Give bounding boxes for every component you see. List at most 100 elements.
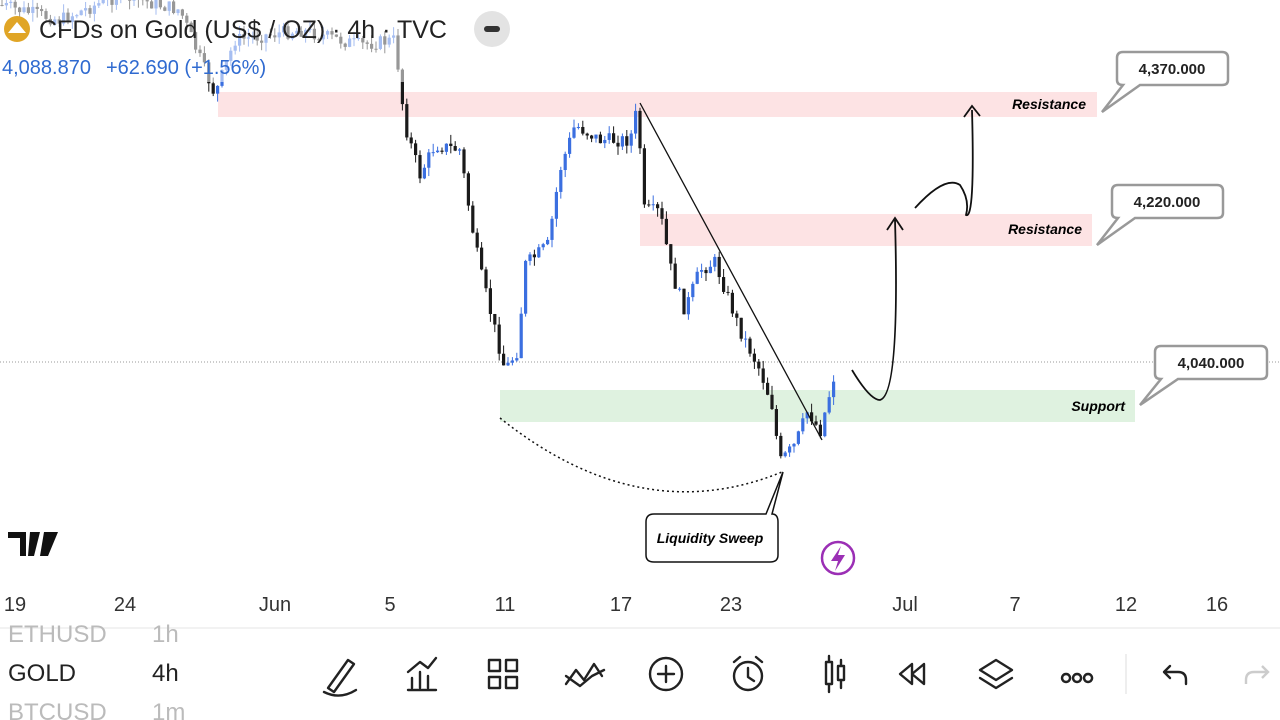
candle-body (708, 266, 712, 274)
candle-body (541, 244, 545, 248)
time-label: Jun (259, 594, 291, 616)
candle-body (400, 69, 404, 105)
watch-symbol[interactable]: GOLD (8, 660, 76, 687)
candle-body (537, 247, 541, 258)
symbol-title: CFDs on Gold (US$ / OZ) · 4h · TVC (39, 16, 447, 44)
candle-body (612, 133, 616, 143)
candle-body (673, 263, 677, 289)
candle-body (770, 394, 774, 410)
candle-body (559, 170, 563, 192)
candle-body (735, 313, 739, 318)
candle-body (524, 260, 528, 314)
candle-body (783, 452, 787, 457)
candle-body (616, 142, 620, 147)
candle-body (453, 146, 457, 151)
time-label: 7 (1009, 594, 1020, 616)
candle-body (757, 361, 761, 369)
undo-button[interactable] (1162, 664, 1188, 686)
time-label: 19 (4, 594, 26, 616)
candle-body (779, 435, 783, 457)
candle-body (620, 136, 624, 147)
candle-body (572, 127, 576, 138)
candle-body (568, 137, 572, 154)
layout-tool[interactable] (487, 658, 519, 690)
support-zone (500, 390, 1135, 422)
candle-body (792, 443, 796, 447)
indicators-tool[interactable] (406, 656, 438, 692)
zone-label: Resistance (1012, 96, 1086, 112)
collapse-icon (484, 26, 500, 32)
candle-body (810, 412, 814, 422)
watch-symbol[interactable]: ETHUSD (8, 621, 107, 648)
candle-body (590, 135, 594, 139)
candle-body (774, 409, 778, 436)
candle-body (726, 291, 730, 293)
candle-body (686, 297, 690, 315)
candle-body (488, 288, 492, 314)
candle-body (585, 133, 589, 136)
candle-body (493, 313, 497, 325)
candle-body (497, 324, 501, 354)
lightning-button[interactable] (820, 540, 856, 576)
candle-body (704, 270, 708, 274)
lightning-icon (831, 546, 845, 571)
projection-arrow (914, 104, 981, 216)
layers-tool[interactable] (978, 658, 1014, 690)
candle-body (436, 150, 440, 153)
callout-price: 4,370.000 (1139, 61, 1206, 78)
candle-body (581, 126, 585, 134)
replay-tool[interactable] (898, 662, 926, 686)
candle-body (682, 288, 686, 315)
redo-button[interactable] (1244, 665, 1270, 684)
candle-body (607, 133, 611, 140)
resistance-zone (218, 92, 1097, 117)
watch-symbol[interactable]: BTCUSD (8, 699, 107, 720)
candle-body (695, 271, 699, 284)
candle-body (796, 431, 800, 444)
candle-body (480, 247, 484, 270)
compare-tool[interactable] (564, 662, 606, 688)
candle-body (462, 149, 466, 174)
candle-body (418, 155, 422, 179)
candle-body (823, 412, 827, 437)
candle-body (722, 277, 726, 292)
watch-interval: 4h (152, 660, 179, 687)
sweep-curve (499, 417, 783, 493)
chart-area (0, 92, 1280, 422)
candle-body (713, 256, 717, 267)
candle-body (598, 134, 602, 144)
price-callout (1101, 50, 1230, 114)
zone-label: Support (1071, 398, 1126, 414)
candle-body (528, 254, 532, 261)
candle-body (625, 136, 629, 146)
zone-label: Resistance (1008, 221, 1082, 237)
candle-tool[interactable] (824, 654, 846, 694)
add-tool[interactable] (648, 656, 684, 692)
alert-tool[interactable] (732, 660, 764, 692)
time-label: 24 (114, 594, 136, 616)
callout-price: 4,220.000 (1134, 194, 1201, 211)
candle-body (546, 239, 550, 245)
candle-body (805, 412, 809, 419)
candle-body (752, 353, 756, 362)
candle-body (458, 149, 462, 151)
candle-body (832, 381, 836, 398)
candle-body (656, 204, 660, 209)
draw-tool[interactable] (322, 658, 358, 697)
candle-body (554, 191, 558, 219)
candle-body (444, 143, 448, 152)
time-label: 11 (495, 594, 516, 616)
logo-mark (8, 22, 26, 33)
candle-body (519, 313, 523, 359)
candle-body (216, 85, 220, 94)
time-label: Jul (892, 594, 918, 616)
candle-body (801, 418, 805, 432)
callout-text: Liquidity Sweep (657, 530, 764, 546)
candle-body (827, 397, 831, 413)
candle-body (532, 254, 536, 258)
more-tool[interactable] (1060, 672, 1094, 684)
projection-arrow (851, 216, 904, 401)
candle-body (409, 137, 413, 144)
